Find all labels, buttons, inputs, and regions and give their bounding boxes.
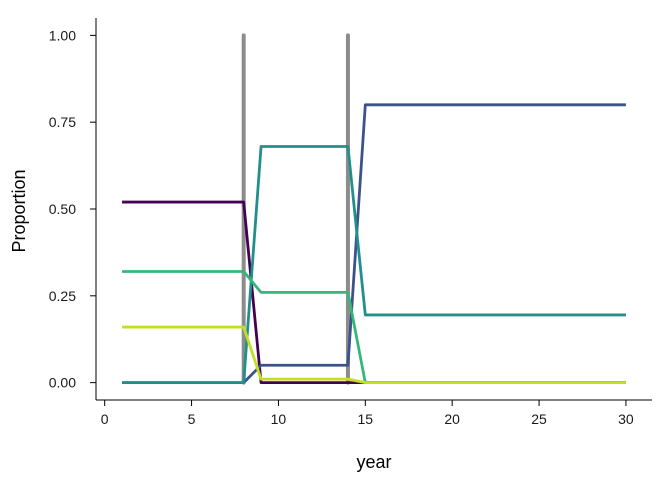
x-axis-title: year [356,452,391,472]
series-lines [122,103,626,385]
series-line-teal [122,145,626,385]
x-ticks: 0 5 10 15 20 25 30 [101,400,634,427]
y-tick-label: 0.50 [49,201,76,217]
x-tick-label: 0 [101,411,109,427]
x-tick-label: 5 [188,411,196,427]
series-line-yellow-green [122,325,626,385]
axes [95,18,652,401]
series-line-purple [122,200,626,385]
y-tick-label: 0.75 [49,114,76,130]
vertical-lines [241,33,350,385]
x-tick-label: 10 [271,411,287,427]
x-tick-label: 15 [358,411,374,427]
y-axis-title: Proportion [9,169,29,252]
y-ticks: 0.00 0.25 0.50 0.75 1.00 [49,27,96,391]
series-line-dark-blue [122,103,626,385]
y-tick-label: 0.25 [49,288,76,304]
x-tick-label: 20 [444,411,460,427]
x-tick-label: 25 [531,411,547,427]
y-tick-label: 1.00 [49,27,76,43]
x-tick-label: 30 [618,411,634,427]
y-tick-label: 0.00 [49,375,76,391]
